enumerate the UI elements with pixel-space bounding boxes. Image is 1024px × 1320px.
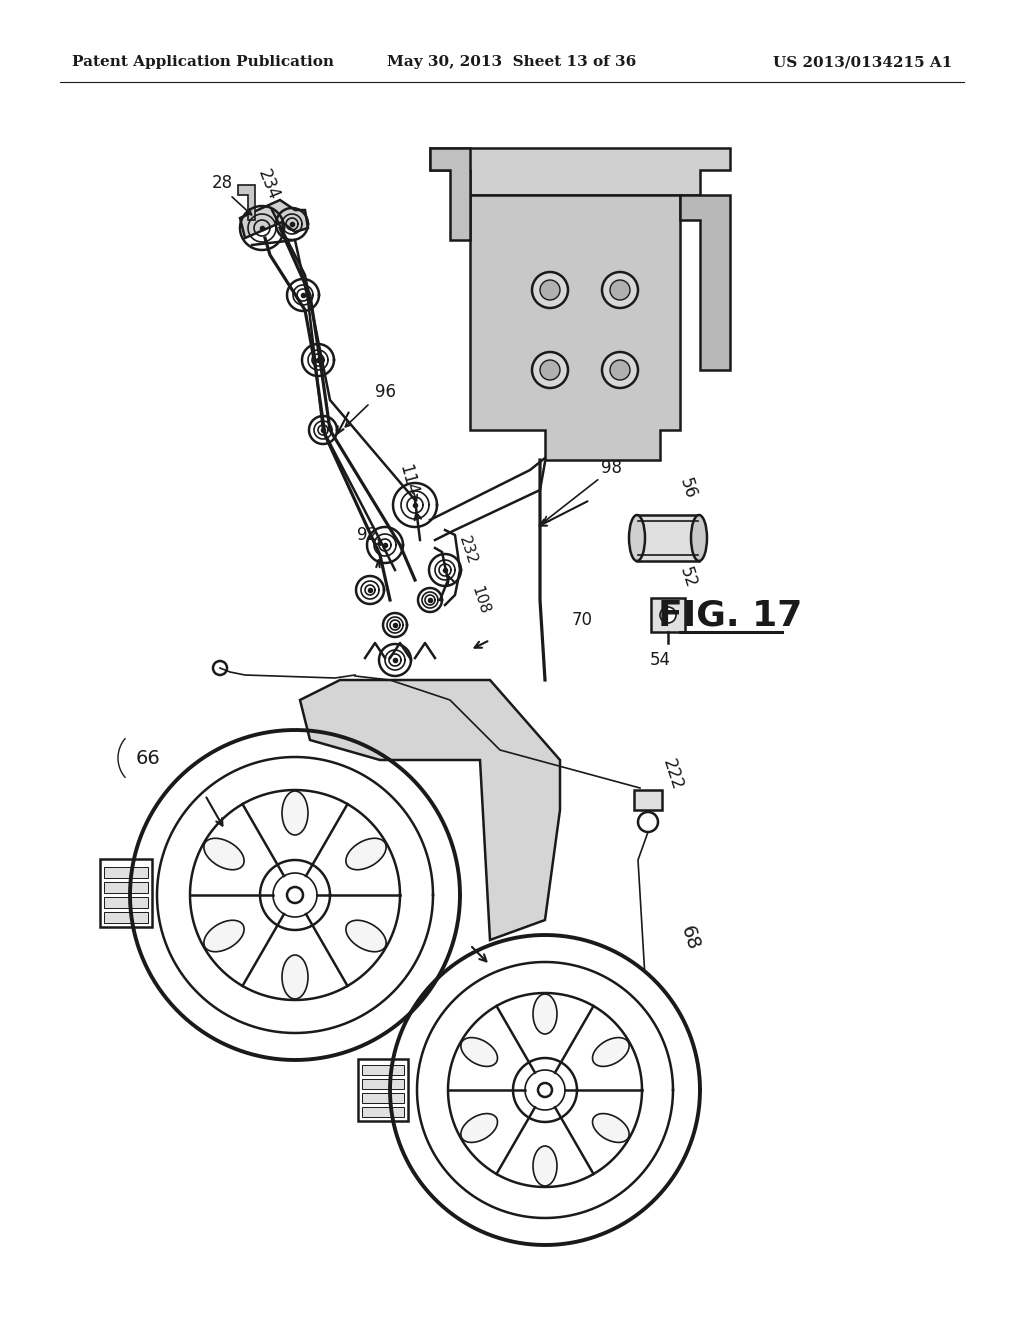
Text: 92: 92 [357, 525, 379, 544]
Text: 96: 96 [375, 383, 395, 401]
Circle shape [602, 272, 638, 308]
Bar [634, 789, 662, 810]
Bar [104, 867, 148, 878]
Bar [358, 1059, 408, 1121]
Polygon shape [240, 201, 308, 238]
Circle shape [638, 812, 658, 832]
Circle shape [660, 607, 676, 623]
Polygon shape [470, 195, 680, 459]
Ellipse shape [461, 1038, 498, 1067]
Ellipse shape [282, 954, 308, 999]
Ellipse shape [593, 1114, 629, 1142]
Ellipse shape [534, 1146, 557, 1185]
Text: 56: 56 [676, 475, 699, 500]
Circle shape [538, 1082, 552, 1097]
Text: Patent Application Publication: Patent Application Publication [72, 55, 334, 69]
Circle shape [610, 360, 630, 380]
Text: 68: 68 [677, 923, 702, 953]
Ellipse shape [461, 1114, 498, 1142]
Polygon shape [238, 185, 255, 220]
Bar [651, 598, 685, 632]
Polygon shape [300, 680, 560, 940]
Text: FIG. 17: FIG. 17 [657, 598, 802, 632]
Text: 222: 222 [658, 758, 685, 793]
Bar [362, 1093, 404, 1104]
Bar [362, 1078, 404, 1089]
Circle shape [532, 272, 568, 308]
Text: 114: 114 [395, 462, 421, 498]
Ellipse shape [204, 920, 244, 952]
Circle shape [287, 887, 303, 903]
Text: 66: 66 [135, 748, 161, 767]
Ellipse shape [593, 1038, 629, 1067]
Text: May 30, 2013  Sheet 13 of 36: May 30, 2013 Sheet 13 of 36 [387, 55, 637, 69]
Bar [104, 882, 148, 894]
Text: 98: 98 [601, 459, 623, 477]
Ellipse shape [282, 791, 308, 836]
Text: 52: 52 [676, 565, 699, 591]
Ellipse shape [691, 515, 707, 561]
Bar [104, 898, 148, 908]
Text: 54: 54 [649, 651, 671, 669]
Ellipse shape [204, 838, 244, 870]
Bar [104, 912, 148, 923]
Polygon shape [680, 195, 730, 370]
Circle shape [213, 661, 227, 675]
Text: 232: 232 [457, 533, 479, 566]
Polygon shape [430, 148, 470, 240]
Bar [100, 859, 152, 927]
Circle shape [602, 352, 638, 388]
Bar [637, 515, 699, 561]
Text: US 2013/0134215 A1: US 2013/0134215 A1 [773, 55, 952, 69]
Ellipse shape [629, 515, 645, 561]
Text: 234: 234 [254, 166, 283, 203]
Polygon shape [430, 148, 730, 195]
Circle shape [540, 360, 560, 380]
Text: 28: 28 [211, 174, 232, 191]
Circle shape [610, 280, 630, 300]
Text: 108: 108 [468, 583, 492, 616]
Bar [362, 1107, 404, 1117]
Ellipse shape [346, 920, 386, 952]
Ellipse shape [534, 994, 557, 1034]
Circle shape [540, 280, 560, 300]
Circle shape [532, 352, 568, 388]
Ellipse shape [346, 838, 386, 870]
Text: 70: 70 [571, 611, 593, 630]
Bar [362, 1065, 404, 1074]
